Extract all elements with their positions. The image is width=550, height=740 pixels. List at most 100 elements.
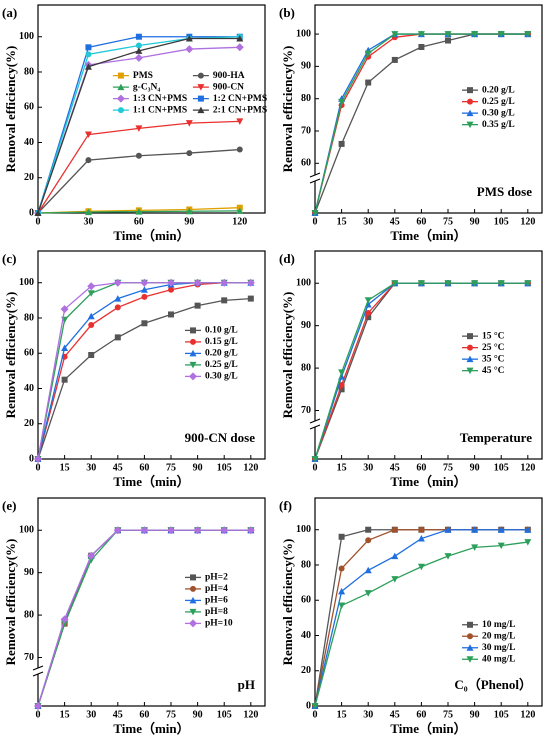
y-tick-label: 100 — [296, 278, 311, 289]
x-tick-label: 0 — [36, 462, 41, 473]
marker — [471, 280, 479, 287]
legend-label: 20 mg/L — [482, 631, 516, 641]
marker — [135, 42, 142, 49]
marker — [88, 322, 95, 329]
marker — [418, 44, 425, 50]
y-tick-label: 90 — [24, 567, 34, 578]
marker — [236, 146, 243, 153]
marker — [140, 526, 149, 535]
marker — [186, 150, 193, 157]
marker — [185, 207, 193, 215]
marker — [87, 312, 95, 320]
legend-label: 2:1 CN+PMS — [213, 105, 267, 115]
marker — [113, 278, 122, 287]
marker — [135, 125, 143, 132]
marker — [418, 526, 425, 533]
marker — [497, 526, 505, 533]
marker — [365, 314, 372, 321]
y-tick-label: 20 — [24, 172, 34, 183]
marker — [365, 309, 372, 316]
y-tick-label: 100 — [296, 524, 311, 535]
marker — [141, 320, 148, 327]
marker — [311, 456, 319, 463]
marker — [168, 286, 175, 293]
legend-marker — [189, 361, 197, 369]
marker — [87, 551, 96, 560]
y-axis-label: Removal efficiency(%) — [3, 292, 18, 419]
y-tick-label: 70 — [301, 405, 311, 416]
x-axis-label: Time（min） — [113, 721, 189, 736]
legend-marker — [467, 87, 473, 94]
x-tick-label: 105 — [494, 709, 509, 720]
x-axis-label: Time（min） — [113, 228, 189, 243]
x-tick-label: 60 — [139, 709, 149, 720]
marker — [246, 278, 255, 287]
legend-marker — [467, 333, 473, 340]
legend-label: 1:1 CN+PMS — [133, 105, 187, 115]
x-tick-label: 45 — [113, 462, 123, 473]
y-tick-label: 40 — [24, 137, 34, 148]
y-tick-label: 100 — [19, 31, 34, 42]
panel-label: (e) — [2, 498, 16, 513]
marker — [88, 352, 95, 358]
annotation: Temperature — [460, 430, 532, 445]
marker — [221, 297, 228, 304]
x-tick-label: 90 — [193, 709, 203, 720]
marker — [364, 50, 372, 57]
marker — [364, 297, 372, 304]
marker — [185, 34, 193, 42]
axis-break-gap — [312, 421, 318, 427]
legend-marker — [190, 327, 196, 334]
y-axis-label: Removal efficiency(%) — [280, 46, 295, 173]
legend-marker — [197, 72, 204, 79]
axis-break-mark — [309, 172, 321, 178]
x-tick-label: 105 — [217, 709, 232, 720]
legend-marker — [189, 619, 197, 628]
marker — [391, 31, 399, 38]
x-axis-label: Time（min） — [113, 474, 189, 489]
y-tick-label: 40 — [24, 383, 34, 394]
marker — [444, 526, 452, 533]
marker — [113, 526, 122, 535]
marker — [497, 542, 505, 550]
marker — [364, 590, 372, 597]
legend-label: 25 °C — [482, 342, 505, 353]
axis-break-gap — [35, 668, 41, 674]
x-tick-label: 75 — [443, 462, 453, 473]
legend-label: 0.35 g/L — [482, 120, 515, 130]
x-tick-label: 45 — [390, 462, 400, 473]
legend-marker — [189, 608, 197, 616]
x-tick-label: 45 — [390, 216, 400, 227]
marker — [114, 304, 121, 311]
marker — [185, 45, 194, 54]
marker — [524, 539, 532, 546]
marker — [365, 526, 372, 533]
x-tick-label: 0 — [313, 462, 318, 473]
x-tick-label: 15 — [337, 462, 347, 473]
legend-label: 15 °C — [482, 330, 505, 341]
marker — [141, 293, 148, 300]
marker — [471, 526, 479, 533]
legend-label: 1:2 CN+PMS — [213, 94, 267, 104]
legend-marker — [197, 106, 205, 114]
marker — [34, 702, 42, 710]
legend-marker — [189, 349, 197, 357]
marker — [524, 280, 532, 287]
legend-label: 40 mg/L — [482, 654, 516, 664]
x-tick-label: 75 — [443, 216, 453, 227]
marker — [444, 553, 452, 560]
x-axis-label: Time（min） — [390, 474, 466, 489]
y-axis-label: Removal efficiency(%) — [280, 292, 295, 419]
x-tick-label: 90 — [470, 216, 480, 227]
x-tick-label: 15 — [60, 462, 70, 473]
legend-label: pH=6 — [205, 596, 228, 606]
legend-marker — [190, 585, 196, 592]
legend-label: 0.30 g/L — [205, 372, 238, 382]
x-axis-label: Time（min） — [390, 228, 466, 243]
legend-marker — [189, 372, 197, 381]
legend-marker — [466, 121, 474, 129]
axis-break-mark — [309, 178, 321, 184]
legend-label: 30 mg/L — [482, 643, 516, 653]
x-tick-label: 90 — [470, 462, 480, 473]
legend-label: 0.15 g/L — [205, 337, 238, 347]
